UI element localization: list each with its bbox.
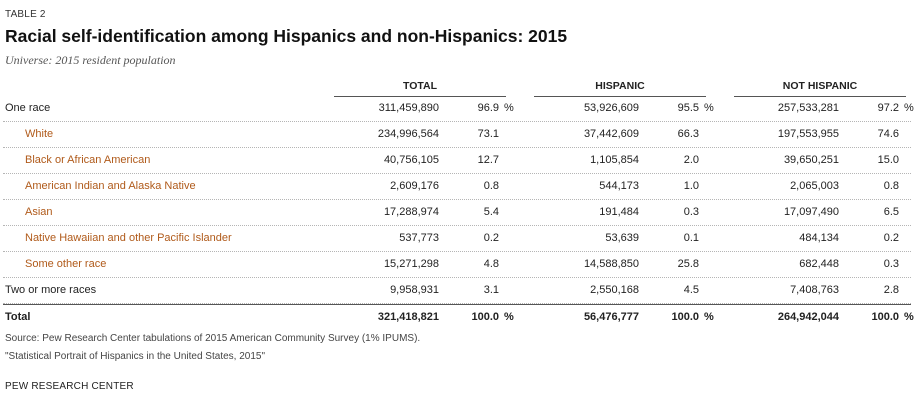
hispanic-count: 53,926,609 [583, 102, 639, 114]
percent-sign: % [904, 311, 914, 323]
not-hispanic-percent: 0.3 [883, 258, 899, 270]
page-title: Racial self-identification among Hispani… [5, 26, 568, 46]
table-row-some-other-race: Some other race 15,271,298 4.8 14,588,85… [3, 252, 911, 278]
hispanic-percent: 25.8 [677, 258, 699, 270]
table-number: TABLE 2 [5, 9, 46, 20]
universe-note: Universe: 2015 resident population [5, 53, 176, 67]
not-hispanic-count: 2,065,003 [790, 180, 839, 192]
data-table: One race 311,459,890 96.9 % 53,926,609 9… [3, 96, 914, 329]
column-header-total: TOTAL [334, 80, 506, 97]
hispanic-count: 37,442,609 [583, 128, 639, 140]
total-percent: 96.9 [477, 102, 499, 114]
not-hispanic-percent: 6.5 [883, 206, 899, 218]
total-percent: 100.0 [471, 311, 499, 323]
percent-sign: % [704, 102, 714, 114]
not-hispanic-percent: 0.2 [883, 232, 899, 244]
hispanic-percent: 100.0 [671, 311, 699, 323]
hispanic-percent: 95.5 [677, 102, 699, 114]
not-hispanic-count: 7,408,763 [790, 284, 839, 296]
percent-sign: % [704, 311, 714, 323]
not-hispanic-percent: 2.8 [883, 284, 899, 296]
total-percent: 12.7 [477, 154, 499, 166]
table-row-black: Black or African American 40,756,105 12.… [3, 148, 911, 174]
row-label: Some other race [25, 258, 107, 270]
total-percent: 73.1 [477, 128, 499, 140]
row-label: American Indian and Alaska Native [25, 180, 196, 192]
total-count: 9,958,931 [390, 284, 439, 296]
hispanic-count: 56,476,777 [583, 311, 639, 323]
column-header-hispanic: HISPANIC [534, 80, 706, 97]
total-percent: 4.8 [483, 258, 499, 270]
hispanic-count: 544,173 [599, 180, 639, 192]
hispanic-percent: 1.0 [683, 180, 699, 192]
hispanic-count: 191,484 [599, 206, 639, 218]
source-note: Source: Pew Research Center tabulations … [5, 333, 421, 344]
hispanic-percent: 0.1 [683, 232, 699, 244]
percent-sign: % [504, 311, 514, 323]
total-count: 15,271,298 [383, 258, 439, 270]
not-hispanic-percent: 0.8 [883, 180, 899, 192]
percent-sign: % [504, 102, 514, 114]
total-count: 2,609,176 [390, 180, 439, 192]
row-label: Native Hawaiian and other Pacific Island… [25, 232, 232, 244]
percent-sign: % [904, 102, 914, 114]
row-label: White [25, 128, 54, 140]
total-percent: 3.1 [483, 284, 499, 296]
row-label: Total [5, 311, 31, 323]
total-percent: 0.8 [483, 180, 499, 192]
table-row-one-race: One race 311,459,890 96.9 % 53,926,609 9… [3, 96, 914, 122]
table-row-white: White 234,996,564 73.1 37,442,609 66.3 1… [3, 122, 911, 148]
table-row-asian: Asian 17,288,974 5.4 191,484 0.3 17,097,… [3, 200, 911, 226]
row-label: One race [5, 102, 51, 114]
not-hispanic-count: 682,448 [799, 258, 839, 270]
hispanic-percent: 2.0 [683, 154, 699, 166]
not-hispanic-count: 17,097,490 [783, 206, 839, 218]
total-count: 321,418,821 [377, 311, 439, 323]
hispanic-count: 2,550,168 [590, 284, 639, 296]
not-hispanic-count: 39,650,251 [783, 154, 839, 166]
row-label: Black or African American [25, 154, 151, 166]
column-header-not-hispanic: NOT HISPANIC [734, 80, 906, 97]
total-count: 311,459,890 [378, 102, 439, 114]
total-percent: 0.2 [483, 232, 499, 244]
not-hispanic-percent: 15.0 [877, 154, 899, 166]
row-label: Two or more races [5, 284, 97, 296]
table-row-native-hawaiian: Native Hawaiian and other Pacific Island… [3, 226, 911, 252]
total-percent: 5.4 [483, 206, 499, 218]
table-row-two-or-more: Two or more races 9,958,931 3.1 2,550,16… [3, 278, 911, 304]
hispanic-count: 53,639 [605, 232, 639, 244]
hispanic-percent: 0.3 [683, 206, 699, 218]
table-row-total: Total 321,418,821 100.0 % 56,476,777 100… [3, 304, 914, 329]
hispanic-percent: 4.5 [683, 284, 699, 296]
table-row-american-indian: American Indian and Alaska Native 2,609,… [3, 174, 911, 200]
report-title-note: "Statistical Portrait of Hispanics in th… [5, 351, 266, 362]
not-hispanic-count: 484,134 [799, 232, 839, 244]
row-label: Asian [25, 206, 53, 218]
not-hispanic-count: 197,553,955 [777, 128, 839, 140]
not-hispanic-count: 257,533,281 [777, 102, 839, 114]
hispanic-count: 1,105,854 [590, 154, 639, 166]
not-hispanic-percent: 100.0 [871, 311, 899, 323]
total-count: 234,996,564 [377, 128, 439, 140]
total-count: 40,756,105 [383, 154, 439, 166]
hispanic-count: 14,588,850 [583, 258, 639, 270]
not-hispanic-count: 264,942,044 [777, 311, 839, 323]
hispanic-percent: 66.3 [677, 128, 699, 140]
not-hispanic-percent: 97.2 [877, 102, 899, 114]
not-hispanic-percent: 74.6 [877, 128, 899, 140]
total-count: 537,773 [399, 232, 439, 244]
total-count: 17,288,974 [383, 206, 439, 218]
organization-credit: PEW RESEARCH CENTER [5, 381, 134, 392]
